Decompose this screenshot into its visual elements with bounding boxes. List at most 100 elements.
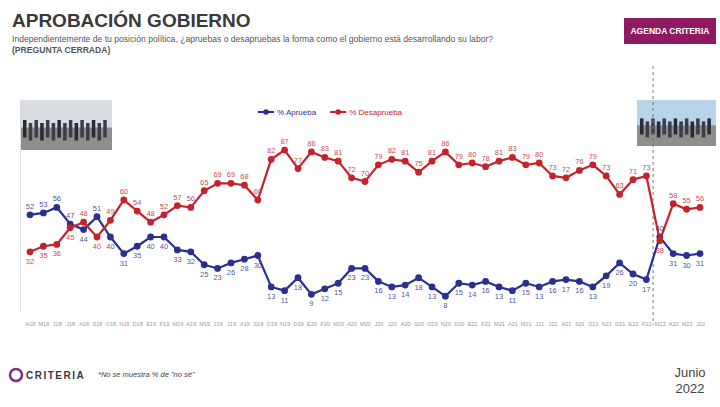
series-point	[94, 234, 101, 241]
data-label: 19	[602, 281, 610, 290]
x-tick-label: F19	[160, 321, 170, 327]
series-point	[482, 278, 489, 285]
series-point	[295, 165, 302, 172]
series-point	[147, 234, 154, 241]
data-label: 76	[575, 157, 583, 166]
series-point	[576, 167, 583, 174]
data-label: 79	[374, 152, 382, 161]
data-label: 35	[133, 251, 141, 260]
data-label: 16	[481, 286, 489, 295]
data-label: 13	[535, 292, 543, 301]
data-label: 13	[589, 292, 597, 301]
series-point	[281, 287, 288, 294]
data-label: 16	[548, 286, 556, 295]
series-point	[563, 174, 570, 181]
data-label: 17	[642, 285, 650, 294]
data-label: 44	[79, 235, 87, 244]
series-point	[53, 204, 60, 211]
data-label: 73	[548, 163, 556, 172]
x-tick-label: E19	[146, 321, 156, 327]
x-tick-label: M20	[333, 321, 344, 327]
series-point	[308, 291, 315, 298]
series-point	[549, 278, 556, 285]
series-point	[40, 210, 47, 217]
data-label: 52	[26, 202, 34, 211]
series-point	[616, 260, 623, 267]
legend: % Aprueba% Desaprueba	[258, 108, 403, 117]
x-tick: N20	[441, 319, 451, 327]
data-label: 13	[388, 292, 396, 301]
data-label: 86	[441, 139, 449, 148]
data-label: 72	[347, 165, 355, 174]
data-label: 13	[495, 292, 503, 301]
x-tick-label: J22	[696, 321, 705, 327]
x-tick-label: J19	[214, 321, 223, 327]
x-tick: J19	[214, 319, 223, 327]
data-label: 83	[508, 144, 516, 153]
x-tick-label: A21	[562, 321, 572, 327]
data-label: 23	[213, 273, 221, 282]
data-label: 51	[93, 204, 101, 213]
photo-figure	[103, 120, 107, 138]
x-tick: E22	[629, 319, 639, 327]
series-point	[375, 278, 382, 285]
series-point	[670, 200, 677, 207]
data-label: 9	[309, 299, 313, 308]
x-tick: J21	[535, 319, 544, 327]
x-tick-label: F21	[481, 321, 491, 327]
series-point	[429, 158, 436, 165]
series-point	[80, 226, 87, 233]
series-point	[616, 191, 623, 198]
series-point	[80, 219, 87, 226]
series-point	[402, 282, 409, 289]
series-point	[576, 278, 583, 285]
series-point	[388, 156, 395, 163]
series-point	[67, 224, 74, 231]
series-point	[174, 202, 181, 209]
x-tick: E20	[307, 319, 317, 327]
x-tick-label: M20	[360, 321, 371, 327]
series-point	[415, 274, 422, 281]
x-tick-label: O21	[588, 321, 599, 327]
x-tick: A20	[347, 319, 357, 327]
x-tick: J18	[66, 319, 75, 327]
x-tick: A18	[79, 319, 89, 327]
x-tick: D20	[454, 319, 464, 327]
photo-figure	[57, 120, 61, 138]
x-tick-label: A19	[186, 321, 196, 327]
photo-bg	[20, 100, 112, 150]
data-label: 65	[200, 178, 208, 187]
photo-figure	[52, 123, 56, 141]
photo-figure	[685, 118, 689, 134]
data-label: 69	[213, 170, 221, 179]
data-label: 68	[240, 172, 248, 181]
y-axis-line	[20, 127, 21, 312]
x-tick-label: M19	[172, 321, 183, 327]
legend-item: % Aprueba	[258, 108, 317, 117]
series-point	[697, 250, 704, 257]
series-point	[268, 156, 275, 163]
series-point	[697, 204, 704, 211]
photo-figure	[707, 118, 711, 134]
data-label: 81	[495, 148, 503, 157]
series-point	[429, 284, 436, 291]
x-tick: S19	[253, 319, 263, 327]
series-point	[656, 237, 663, 244]
photo-figure	[63, 123, 66, 141]
x-tick-label: A20	[347, 321, 357, 327]
x-tick-label: J20	[374, 321, 383, 327]
subtitle: Independientemente de tu posición políti…	[12, 34, 493, 44]
series-point	[40, 243, 47, 250]
x-tick-label: A18	[79, 321, 89, 327]
series-point	[603, 173, 610, 180]
x-tick: J22	[696, 319, 705, 327]
x-tick: A20	[401, 319, 411, 327]
x-tick: J19	[227, 319, 236, 327]
x-axis: A18M18J18J18A18S18O18N18D18E19F19M19A19M…	[26, 319, 705, 327]
separator	[653, 66, 654, 325]
series-point	[134, 243, 141, 250]
title: APROBACIÓN GOBIERNO	[12, 10, 251, 31]
data-label: 48	[146, 209, 154, 218]
series-line	[30, 207, 700, 296]
x-tick: M22	[655, 319, 666, 327]
